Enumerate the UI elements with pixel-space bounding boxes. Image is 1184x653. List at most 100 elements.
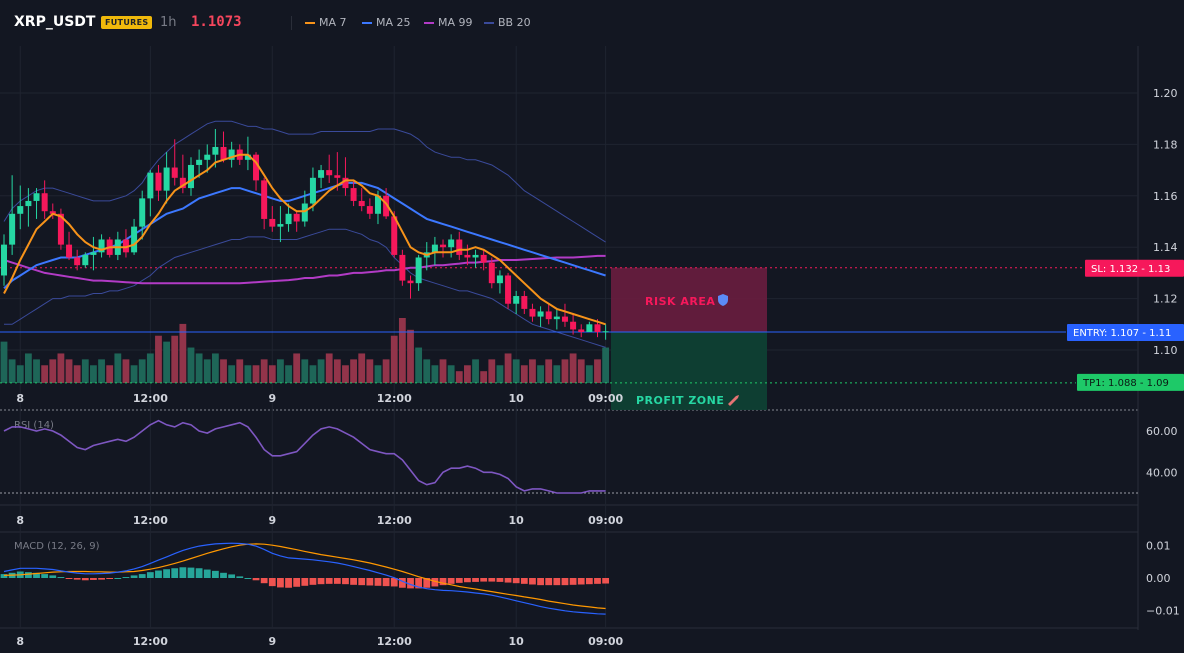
macd-histogram-bar [146,572,154,578]
volume-bar [577,359,585,383]
candle-body [440,244,447,248]
risk-area-label: RISK AREA [645,295,715,308]
volume-bar [81,359,89,383]
candle-body [122,239,129,253]
volume-bar [374,365,382,383]
macd-histogram-bar [439,578,447,586]
candle-body [155,172,162,191]
candle [342,157,349,196]
candle-body [342,177,349,189]
candle-body [309,177,316,204]
volume-bar [301,359,309,383]
legend-ma99[interactable]: MA 99 [424,16,473,29]
entry-price-tag-text: ENTRY: 1.107 - 1.11 [1073,328,1171,339]
sl-price-tag: SL: 1.132 - 1.13 [1085,259,1184,277]
volume-bar [171,335,179,383]
macd-histogram-bar [277,578,284,588]
tp-price-tag: TP1: 1.088 - 1.09 [1077,373,1184,391]
candle [9,175,16,255]
macd-histogram-bar [480,578,488,582]
candle-body [578,329,585,333]
candle-body [269,218,276,227]
candle [244,136,251,171]
candle-body [537,311,544,317]
macd-histogram-bar [81,578,89,581]
macd-histogram-bar [130,575,138,578]
volume-bar [529,359,536,383]
volume-bar [447,365,455,383]
macd-tick-label: −0.01 [1146,605,1180,618]
volume-bar [260,359,268,383]
candle [358,188,365,212]
volume-bar [106,365,114,383]
candle [155,164,162,201]
candle [431,236,438,266]
time-tick-label: 12:00 [133,514,168,527]
chart-header: XRP_USDT FUTURES 1h 1.1073 MA 7 MA 25 MA… [0,0,1184,46]
macd-histogram-bar [390,578,398,587]
legend-ma7[interactable]: MA 7 [305,16,347,29]
candle [309,167,316,212]
candle [586,321,593,333]
macd-histogram-bar [179,567,187,578]
candle-body [399,254,406,281]
candle [98,234,105,258]
price-tick-label: 1.20 [1153,87,1178,100]
volume-bar [439,359,447,383]
candle-body [301,203,308,222]
time-tick-label: 8 [16,514,24,527]
volume-bar [488,359,496,383]
volume-bar [520,365,528,383]
tp-price-tag-bg [1077,373,1184,391]
candle [74,249,81,271]
volume-bar [350,359,357,383]
candle-body [277,224,284,227]
macd-line [3,542,606,615]
macd-histogram-bar [220,572,227,578]
macd-histogram-bar [455,578,463,583]
macd-histogram-bar [309,578,317,585]
macd-histogram-bar [602,578,610,584]
ma7-swatch [305,22,315,24]
legend-ma25[interactable]: MA 25 [362,16,411,29]
candle [561,303,568,327]
volume-bar [358,353,366,383]
macd-histogram-bar [114,578,122,579]
candle [480,249,487,271]
macd-histogram-bar [447,578,455,584]
candle [334,152,341,191]
candle [472,249,479,268]
candle-body [448,239,455,248]
macd-histogram-bar [155,570,162,578]
candle-body [431,244,438,253]
macd-histogram-bar [122,577,130,579]
candle [293,211,300,232]
volume-bar [65,359,73,383]
candle [326,154,333,183]
macd-title: MACD (12, 26, 9) [14,541,100,552]
rsi-title: RSI (14) [14,420,54,431]
volume-bar [569,353,577,383]
candle-body [171,167,178,178]
volume-bar [585,365,593,383]
candle [261,177,268,230]
symbol-label[interactable]: XRP_USDT [14,14,96,30]
candle [122,229,129,258]
time-tick-label: 8 [16,392,24,405]
volume-bar [317,359,325,383]
time-tick-label: 12:00 [377,514,412,527]
candle [602,324,609,340]
timeframe-label[interactable]: 1h [160,15,177,30]
candle [570,314,577,335]
legend-bb20[interactable]: BB 20 [484,16,531,29]
candle [196,149,203,178]
macd-histogram-bar [472,578,479,582]
volume-bar [8,359,16,383]
candle [407,275,414,299]
candle [66,231,73,261]
macd-histogram-bar [317,578,325,585]
candle [488,257,495,289]
macd-histogram-bar [57,577,65,579]
macd-histogram-bar [203,569,211,578]
